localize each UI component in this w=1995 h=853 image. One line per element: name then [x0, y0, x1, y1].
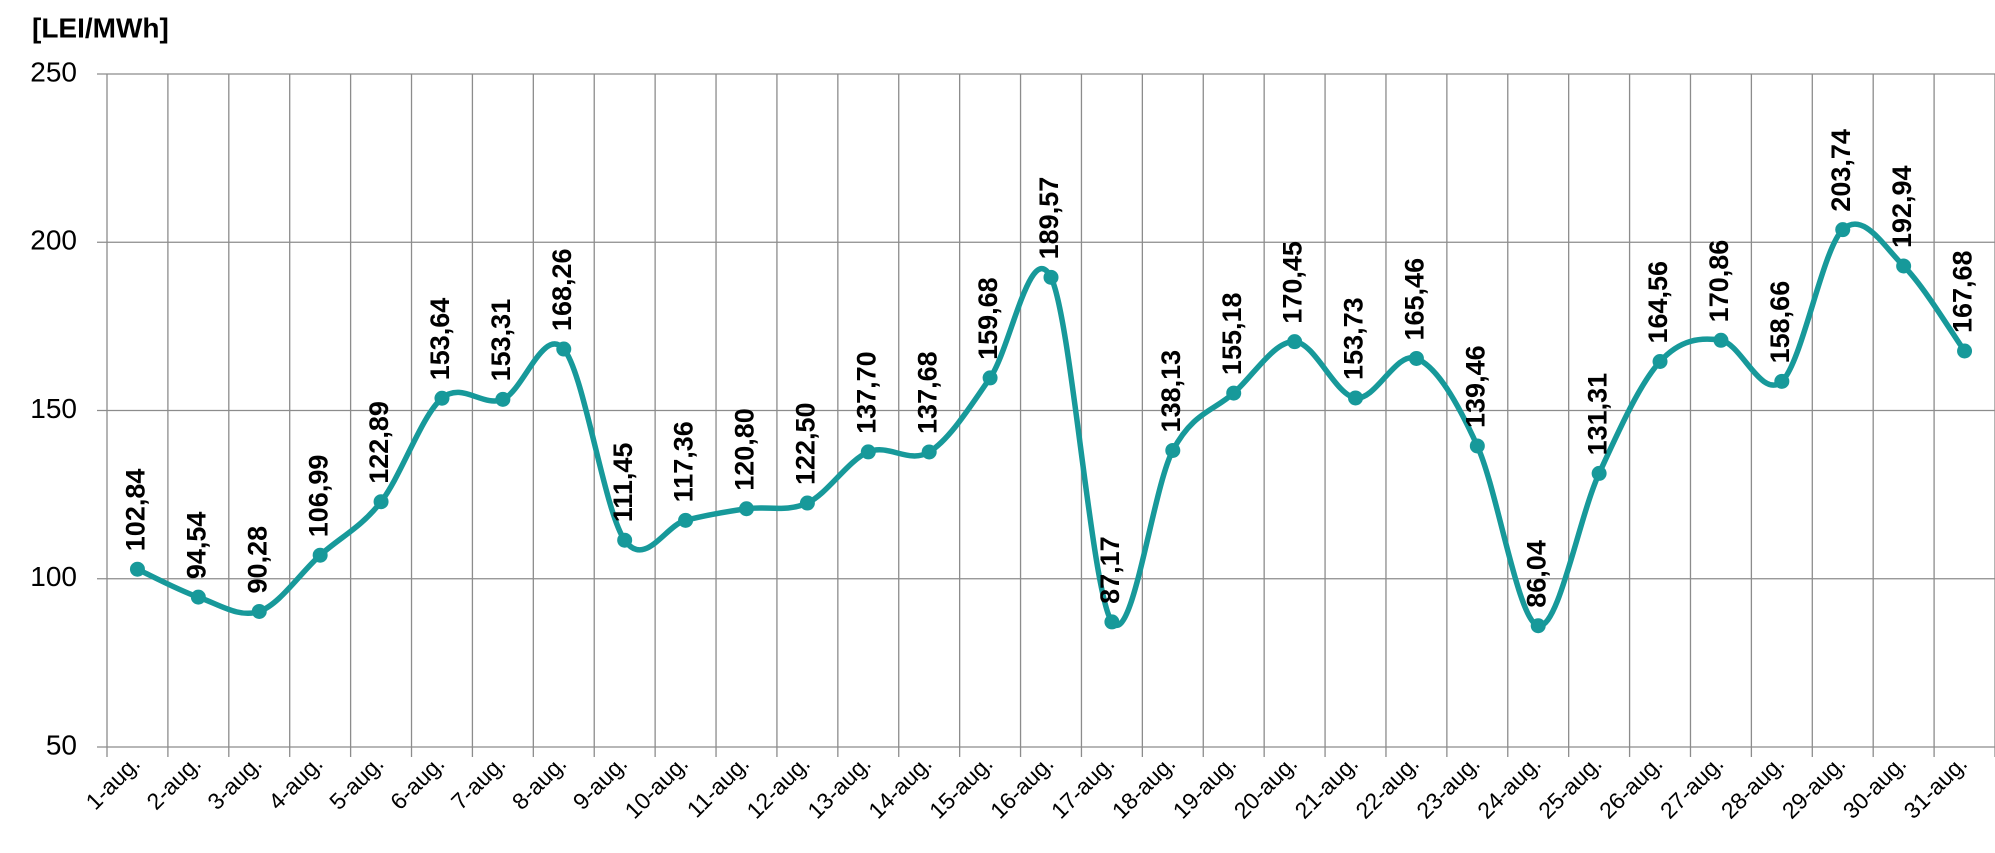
x-tick-label: 11-aug. — [682, 750, 754, 822]
data-label: 155,18 — [1217, 292, 1247, 375]
x-tick-label: 16-aug. — [985, 750, 1059, 824]
x-tick-label: 29-aug. — [1777, 750, 1851, 824]
point — [556, 341, 572, 357]
point — [129, 561, 145, 577]
data-label: 137,70 — [851, 351, 881, 434]
x-tick-label: 5-aug. — [324, 750, 389, 815]
data-label: 137,68 — [912, 351, 942, 434]
point — [1896, 258, 1912, 274]
data-label: 131,31 — [1582, 373, 1612, 456]
data-label: 94,54 — [181, 512, 211, 580]
point — [1104, 614, 1120, 630]
point — [373, 494, 389, 510]
data-label: 106,99 — [303, 455, 333, 538]
data-label: 170,45 — [1278, 241, 1308, 324]
data-label: 164,56 — [1643, 261, 1673, 344]
y-tick-label: 200 — [30, 225, 77, 256]
data-label: 203,74 — [1826, 129, 1856, 212]
x-tick-label: 7-aug. — [446, 750, 511, 815]
x-tick-label: 26-aug. — [1594, 750, 1668, 824]
point — [1165, 442, 1181, 458]
x-tick-label: 2-aug. — [141, 750, 206, 815]
data-label: 168,26 — [547, 248, 577, 331]
x-tick-label: 13-aug. — [802, 750, 876, 824]
point — [1957, 343, 1973, 359]
y-tick-label: 100 — [30, 561, 77, 592]
data-label: 159,68 — [973, 277, 1003, 360]
point — [1348, 390, 1364, 406]
point — [251, 603, 267, 619]
point — [1774, 373, 1790, 389]
point — [1835, 222, 1851, 238]
x-tick-label: 20-aug. — [1229, 750, 1303, 824]
data-label: 192,94 — [1887, 165, 1917, 248]
x-tick-label: 18-aug. — [1107, 750, 1181, 824]
point — [1591, 465, 1607, 481]
point — [860, 444, 876, 460]
x-tick-label: 31-aug. — [1899, 750, 1973, 824]
x-tick-label: 28-aug. — [1716, 750, 1790, 824]
data-label: 86,04 — [1521, 540, 1551, 608]
point — [1652, 354, 1668, 370]
data-label: 170,86 — [1704, 240, 1734, 323]
point — [1287, 334, 1303, 350]
point — [495, 391, 511, 407]
y-axis-label: [LEI/MWh] — [32, 12, 169, 43]
point — [617, 532, 633, 548]
x-tick-label: 21-aug. — [1290, 750, 1364, 824]
x-tick-label: 12-aug. — [741, 750, 815, 824]
x-tick-label: 17-aug. — [1046, 750, 1120, 824]
point — [921, 444, 937, 460]
point — [1408, 350, 1424, 366]
data-label: 167,68 — [1948, 250, 1978, 333]
x-tick-label: 8-aug. — [507, 750, 572, 815]
data-label: 87,17 — [1095, 536, 1125, 604]
y-tick-label: 250 — [30, 56, 77, 87]
point — [190, 589, 206, 605]
data-label: 153,31 — [486, 299, 516, 382]
data-label: 189,57 — [1034, 177, 1064, 260]
x-tick-label: 10-aug. — [620, 750, 694, 824]
data-label: 158,66 — [1765, 281, 1795, 364]
point — [678, 512, 694, 528]
data-label: 138,13 — [1156, 350, 1186, 433]
x-tick-label: 24-aug. — [1472, 750, 1546, 824]
x-tick-label: 30-aug. — [1838, 750, 1912, 824]
x-tick-label: 1-aug. — [80, 750, 145, 815]
point — [312, 547, 328, 563]
x-tick-label: 3-aug. — [202, 750, 267, 815]
x-tick-label: 27-aug. — [1655, 750, 1729, 824]
data-label: 117,36 — [669, 421, 699, 502]
x-tick-label: 19-aug. — [1168, 750, 1242, 824]
data-label: 122,50 — [791, 402, 821, 485]
point — [1530, 618, 1546, 634]
point — [1469, 438, 1485, 454]
y-tick-label: 150 — [30, 393, 77, 424]
data-label: 122,89 — [364, 401, 394, 484]
data-label: 120,80 — [730, 408, 760, 491]
x-tick-label: 25-aug. — [1533, 750, 1607, 824]
point — [799, 495, 815, 511]
x-tick-label: 22-aug. — [1350, 750, 1424, 824]
data-label: 102,84 — [121, 469, 151, 552]
point — [1226, 385, 1242, 401]
y-tick-label: 50 — [46, 729, 77, 760]
data-label: 153,64 — [425, 298, 455, 381]
x-tick-label: 14-aug. — [863, 750, 937, 824]
data-label: 165,46 — [1400, 258, 1430, 341]
x-tick-label: 4-aug. — [263, 750, 328, 815]
point — [1713, 332, 1729, 348]
data-label: 139,46 — [1460, 345, 1490, 428]
point — [982, 370, 998, 386]
x-tick-label: 6-aug. — [385, 750, 450, 815]
point — [434, 390, 450, 406]
data-label: 90,28 — [242, 526, 272, 594]
x-tick-label: 23-aug. — [1411, 750, 1485, 824]
data-label: 153,73 — [1339, 297, 1369, 380]
point — [1043, 269, 1059, 285]
point — [738, 501, 754, 517]
data-label: 111,45 — [608, 443, 638, 523]
x-tick-label: 15-aug. — [924, 750, 998, 824]
